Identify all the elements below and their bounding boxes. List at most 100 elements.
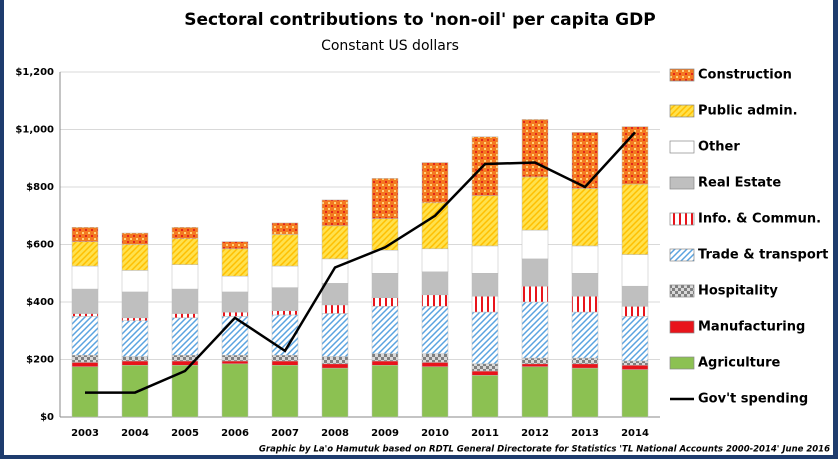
bar-segment (321, 313, 349, 357)
bar-segment (71, 362, 99, 367)
bar-segment (271, 234, 299, 267)
bar-segment (321, 356, 349, 365)
bar-segment (121, 244, 149, 271)
legend-swatch (669, 104, 695, 118)
bar-segment (171, 313, 199, 319)
x-tick-label: 2012 (521, 428, 549, 439)
bar-segment (121, 320, 149, 357)
bar-segment (621, 183, 649, 255)
legend-swatch (669, 284, 695, 298)
bar-segment (371, 273, 399, 298)
bar-segment (621, 369, 649, 418)
x-tick-label: 2010 (421, 428, 449, 439)
bar-segment (121, 317, 149, 321)
legend-label: Manufacturing (698, 320, 805, 335)
bar-segment (571, 132, 599, 189)
bar-segment (371, 306, 399, 354)
bar-segment (571, 367, 599, 418)
y-tick-label: $600 (26, 240, 54, 251)
bar-segment (371, 250, 399, 274)
bar-segment (571, 363, 599, 369)
bar-segment (571, 311, 599, 359)
legend-label: Gov't spending (698, 392, 808, 407)
bar-segment (521, 301, 549, 359)
bar-segment (321, 283, 349, 306)
bar-segment (571, 273, 599, 297)
bar-segment (421, 353, 449, 363)
bar-segment (271, 287, 299, 311)
y-tick-label: $800 (26, 182, 54, 193)
bar-segment (321, 199, 349, 227)
chart-subtitle: Constant US dollars (321, 38, 459, 54)
bar-segment (221, 363, 249, 418)
x-tick-label: 2009 (371, 428, 399, 439)
bar-segment (171, 288, 199, 314)
bar-segment (71, 241, 99, 267)
bar-segment (121, 270, 149, 293)
bar-segment (271, 365, 299, 418)
bar-segment (421, 162, 449, 204)
bar-segment (571, 188, 599, 247)
legend-swatch (669, 248, 695, 262)
legend-label: Hospitality (698, 284, 778, 299)
bar-segment (621, 285, 649, 307)
bar-segment (171, 238, 199, 265)
bar-segment (221, 291, 249, 313)
y-tick-label: $400 (26, 297, 54, 308)
x-tick-label: 2011 (471, 428, 499, 439)
legend-label: Public admin. (698, 104, 798, 119)
bar-segment (471, 375, 499, 418)
x-tick-label: 2014 (621, 428, 649, 439)
bar-segment (571, 245, 599, 274)
bar-segment (171, 317, 199, 356)
bar-segment (521, 363, 549, 367)
bar-segment (221, 316, 249, 356)
bar-segment (321, 363, 349, 369)
legend-swatch (669, 320, 695, 334)
bar-segment (271, 354, 299, 362)
bar-segment (271, 265, 299, 288)
bar-segment (571, 357, 599, 365)
bar-segment (421, 271, 449, 296)
bar-segment (371, 353, 399, 362)
bar-segment (221, 360, 249, 365)
bar-segment (471, 195, 499, 247)
bar-segment (371, 365, 399, 418)
legend-swatch (669, 68, 695, 82)
bar-segment (121, 365, 149, 418)
legend-label: Real Estate (698, 176, 781, 191)
bar-segment (621, 360, 649, 366)
y-tick-label: $200 (26, 355, 54, 366)
bar-segment (321, 367, 349, 418)
bar-segment (171, 227, 199, 239)
bar-segment (521, 357, 549, 365)
source-note: Graphic by La'o Hamutuk based on RDTL Ge… (259, 445, 830, 455)
bar-segment (521, 229, 549, 260)
x-tick-label: 2008 (321, 428, 349, 439)
bar-segment (471, 296, 499, 313)
legend-swatch (669, 212, 695, 226)
bar-segment (71, 227, 99, 242)
bar-segment (621, 254, 649, 287)
bar-segment (521, 176, 549, 231)
bar-segment (71, 265, 99, 290)
bar-segment (421, 294, 449, 307)
bar-segment (621, 306, 649, 317)
y-tick-label: $1,200 (15, 67, 54, 78)
bar-segment (471, 311, 499, 365)
bar-segment (71, 354, 99, 363)
bar-segment (421, 366, 449, 418)
bar-segment (621, 365, 649, 370)
bar-segment (71, 316, 99, 356)
bar-segment (321, 304, 349, 314)
bar-segment (121, 232, 149, 245)
bar-segment (221, 311, 249, 317)
bar-segment (71, 288, 99, 314)
bar-segment (421, 202, 449, 250)
bar-segment (71, 313, 99, 317)
x-tick-label: 2007 (271, 428, 299, 439)
bar-segment (271, 222, 299, 235)
x-tick-label: 2006 (221, 428, 249, 439)
bar-segment (271, 310, 299, 316)
chart-title: Sectoral contributions to 'non-oil' per … (184, 10, 655, 30)
